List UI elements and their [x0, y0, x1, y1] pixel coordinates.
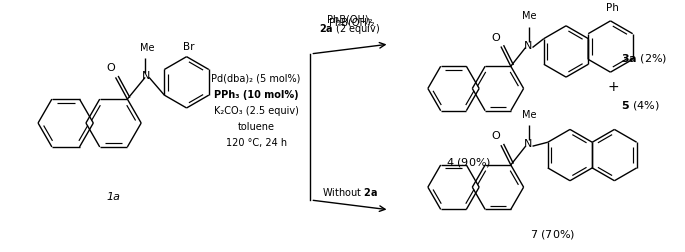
Text: PhB(OH)₂: PhB(OH)₂	[329, 17, 375, 27]
Text: $\mathit{4}$ (90%): $\mathit{4}$ (90%)	[446, 156, 491, 169]
Text: Without $\mathbf{2a}$: Without $\mathbf{2a}$	[322, 186, 378, 198]
Text: toluene: toluene	[238, 122, 275, 132]
Text: $\mathit{7}$ (70%): $\mathit{7}$ (70%)	[530, 228, 575, 241]
Text: Me: Me	[522, 11, 537, 21]
Text: Me: Me	[140, 43, 154, 53]
Text: O: O	[492, 131, 500, 141]
Text: Br: Br	[183, 42, 195, 52]
Text: PPh₃ (10 mol%): PPh₃ (10 mol%)	[214, 90, 299, 100]
Text: $\mathbf{2a}$ (2 equiv): $\mathbf{2a}$ (2 equiv)	[319, 22, 381, 36]
Text: Pd(dba)₂ (5 mol%): Pd(dba)₂ (5 mol%)	[212, 74, 301, 84]
Text: $\mathbf{3a}$ (2%): $\mathbf{3a}$ (2%)	[621, 52, 667, 65]
Text: 120 °C, 24 h: 120 °C, 24 h	[225, 138, 287, 148]
Text: Ph: Ph	[606, 3, 619, 13]
Text: PhB(OH)₂: PhB(OH)₂	[327, 14, 373, 24]
Text: K₂CO₃ (2.5 equiv): K₂CO₃ (2.5 equiv)	[214, 106, 299, 116]
Text: +: +	[608, 79, 619, 93]
Text: $\mathbf{5}$ (4%): $\mathbf{5}$ (4%)	[621, 99, 660, 112]
Text: N: N	[524, 41, 533, 51]
Text: O: O	[492, 33, 500, 43]
Text: Me: Me	[522, 110, 537, 119]
Text: N: N	[524, 139, 533, 149]
Text: N: N	[142, 71, 150, 81]
Text: 1a: 1a	[106, 192, 120, 202]
Text: O: O	[106, 64, 115, 73]
